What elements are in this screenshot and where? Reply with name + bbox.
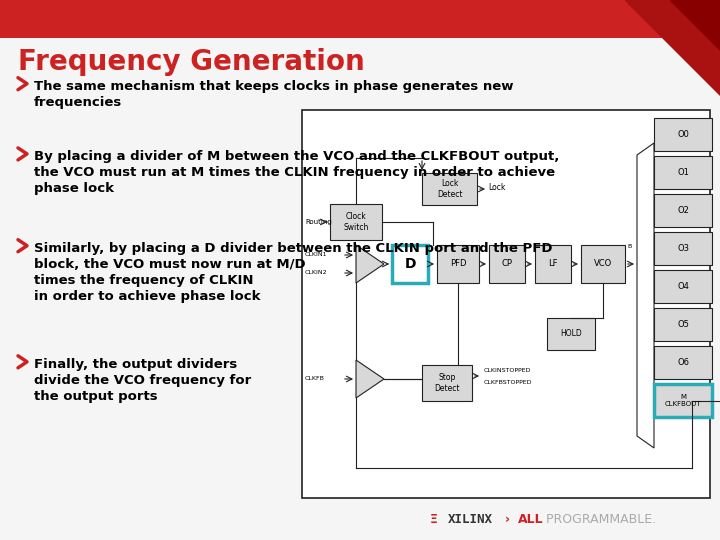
Polygon shape <box>356 245 384 283</box>
Bar <box>654 308 712 341</box>
Bar <box>547 318 595 350</box>
Text: B: B <box>627 244 631 249</box>
Bar <box>422 365 472 401</box>
Text: CLKFB: CLKFB <box>305 376 325 381</box>
Text: Lock
Detect: Lock Detect <box>437 179 462 199</box>
Text: VCO: VCO <box>594 260 612 268</box>
Text: Lock: Lock <box>488 184 505 192</box>
Text: Similarly, by placing a D divider between the CLKIN port and the PFD
block, the : Similarly, by placing a D divider betwee… <box>34 242 552 303</box>
Bar <box>654 232 712 265</box>
Text: Clock
Switch: Clock Switch <box>343 212 369 232</box>
Text: HOLD: HOLD <box>560 329 582 339</box>
Text: ALL: ALL <box>518 513 544 526</box>
Text: CLKFBSTOPPED: CLKFBSTOPPED <box>484 380 533 385</box>
Text: O0: O0 <box>677 130 689 139</box>
Text: Routing: Routing <box>305 219 332 225</box>
Text: Frequency Generation: Frequency Generation <box>18 48 365 76</box>
Text: Ξ: Ξ <box>430 513 438 526</box>
Text: CLKIN1: CLKIN1 <box>305 253 328 258</box>
Bar <box>654 270 712 303</box>
Text: O6: O6 <box>677 358 689 367</box>
Text: O1: O1 <box>677 168 689 177</box>
Text: Finally, the output dividers
divide the VCO frequency for
the output ports: Finally, the output dividers divide the … <box>34 358 251 403</box>
Bar <box>654 194 712 227</box>
Text: XILINX: XILINX <box>448 513 493 526</box>
Text: The same mechanism that keeps clocks in phase generates new
frequencies: The same mechanism that keeps clocks in … <box>34 80 513 109</box>
Polygon shape <box>637 143 654 448</box>
Bar <box>535 245 571 283</box>
Text: CLKINSTOPPED: CLKINSTOPPED <box>484 368 531 373</box>
Text: O4: O4 <box>677 282 689 291</box>
Text: O3: O3 <box>677 244 689 253</box>
Bar <box>437 245 479 283</box>
Text: PROGRAMMABLE.: PROGRAMMABLE. <box>542 513 656 526</box>
Text: CLKIN2: CLKIN2 <box>305 271 328 275</box>
Bar <box>302 110 710 498</box>
Bar <box>654 346 712 379</box>
Text: O5: O5 <box>677 320 689 329</box>
Text: ›: › <box>505 513 510 526</box>
Polygon shape <box>356 360 384 398</box>
Bar <box>654 118 712 151</box>
Text: LF: LF <box>548 260 558 268</box>
Bar <box>0 0 720 38</box>
Text: By placing a divider of M between the VCO and the CLKFBOUT output,
the VCO must : By placing a divider of M between the VC… <box>34 150 559 195</box>
Bar <box>330 204 382 240</box>
Bar <box>581 245 625 283</box>
Text: PFD: PFD <box>450 260 467 268</box>
Bar <box>422 173 477 205</box>
Text: O2: O2 <box>677 206 689 215</box>
Bar <box>392 245 428 283</box>
Bar <box>489 245 525 283</box>
Bar <box>654 156 712 189</box>
Text: D: D <box>404 257 415 271</box>
Text: CP: CP <box>502 260 513 268</box>
Polygon shape <box>670 0 720 50</box>
Bar <box>654 384 712 417</box>
Text: Stop
Detect: Stop Detect <box>434 373 460 393</box>
Polygon shape <box>625 0 720 95</box>
Text: M
CLKFBOUT: M CLKFBOUT <box>665 394 701 407</box>
